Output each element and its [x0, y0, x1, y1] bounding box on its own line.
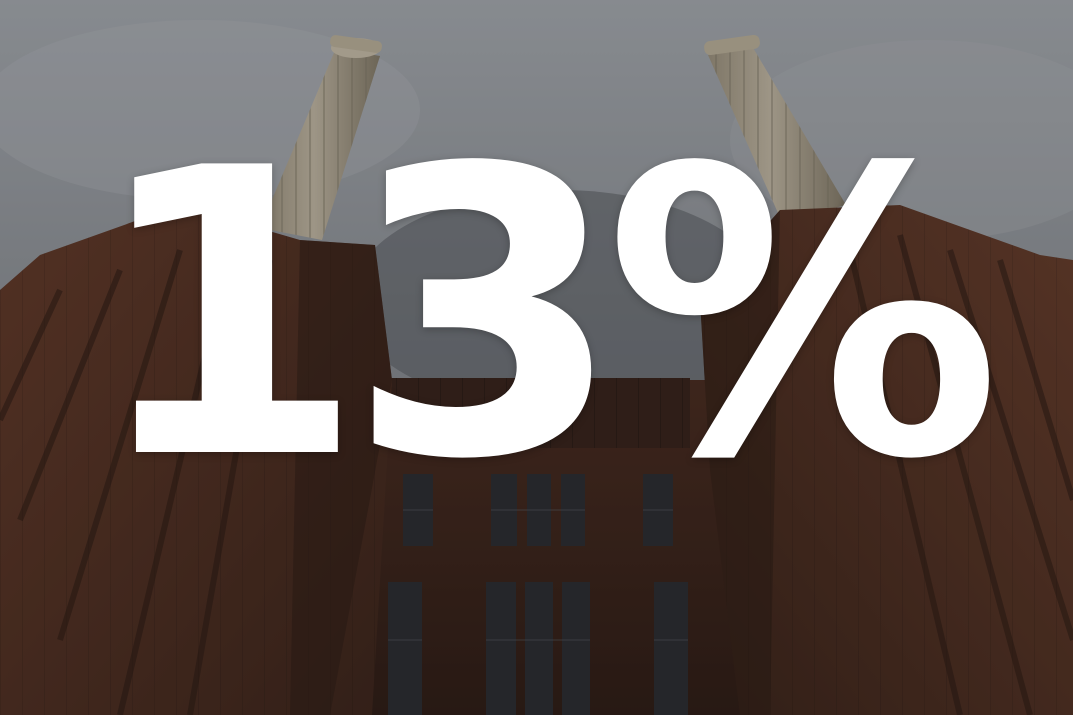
right-chimney: [704, 34, 846, 222]
central-block: [330, 378, 760, 715]
right-tower: [700, 205, 1073, 715]
left-chimney: [260, 35, 382, 240]
headline-percentage: 13%: [89, 85, 1002, 546]
left-tower: [0, 205, 392, 715]
